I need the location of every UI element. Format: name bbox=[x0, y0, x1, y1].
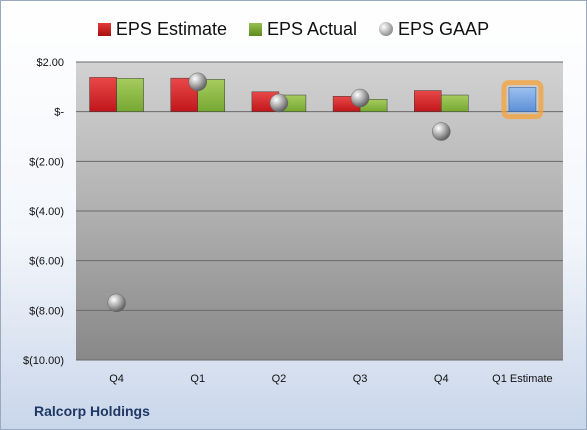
x-tick-label: Q2 bbox=[272, 373, 287, 385]
legend-item-eps-actual: EPS Actual bbox=[248, 17, 358, 41]
point-eps-gaap bbox=[107, 293, 126, 313]
x-tick-label: Q4 bbox=[434, 373, 449, 385]
bar-eps-estimate bbox=[170, 77, 198, 112]
green-square-icon bbox=[248, 22, 262, 36]
y-tick-label: $(4.00) bbox=[29, 206, 64, 218]
bar-eps-actual bbox=[116, 78, 144, 112]
point-eps-gaap bbox=[269, 93, 289, 113]
y-tick-label: $(8.00) bbox=[29, 305, 64, 317]
forecast-glow bbox=[501, 80, 544, 120]
point-eps-gaap bbox=[432, 122, 451, 141]
chart-legend: EPS Estimate EPS Actual EPS GAAP bbox=[1, 17, 586, 41]
x-tick-label: Q1 bbox=[190, 373, 205, 385]
x-tick-label: Q3 bbox=[353, 373, 368, 385]
company-name: Ralcorp Holdings bbox=[34, 403, 150, 419]
x-tick-label: Q1 Estimate bbox=[492, 373, 553, 385]
legend-label-eps-gaap: EPS GAAP bbox=[398, 18, 490, 39]
y-tick-label: $(10.00) bbox=[23, 355, 64, 367]
legend-label-eps-estimate: EPS Estimate bbox=[115, 18, 227, 39]
y-tick-label: $- bbox=[54, 107, 64, 119]
gray-sphere-icon bbox=[379, 22, 394, 36]
y-tick-label: $(2.00) bbox=[29, 156, 64, 168]
point-eps-gaap bbox=[350, 88, 370, 108]
bar-eps-estimate bbox=[89, 77, 117, 112]
bar-eps-actual bbox=[441, 94, 469, 112]
y-tick-label: $(6.00) bbox=[29, 256, 64, 268]
legend-item-eps-gaap: EPS GAAP bbox=[379, 17, 489, 41]
x-tick-label: Q4 bbox=[109, 373, 124, 385]
red-square-icon bbox=[97, 22, 111, 36]
point-eps-gaap bbox=[188, 72, 207, 92]
bar-eps-estimate bbox=[414, 90, 442, 112]
bar-eps-estimate-forecast bbox=[508, 87, 537, 112]
legend-label-eps-actual: EPS Actual bbox=[266, 18, 358, 39]
legend-item-eps-estimate: EPS Estimate bbox=[97, 17, 227, 41]
y-tick-label: $2.00 bbox=[36, 57, 64, 69]
